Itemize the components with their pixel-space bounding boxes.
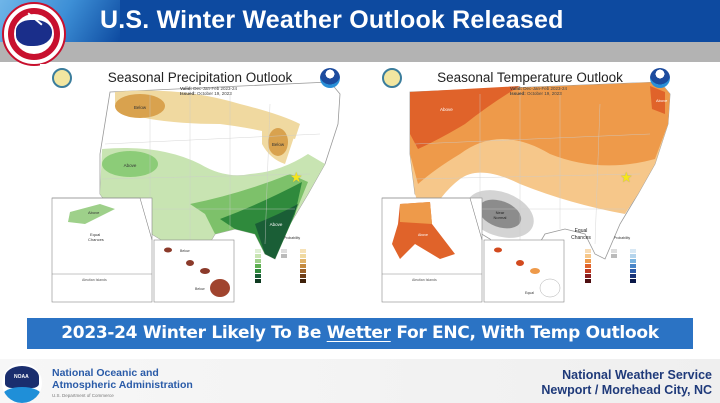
svg-text:Above: Above [270, 222, 283, 227]
precipitation-outlook-panel: Below Below Above Above Above Equal Chan… [40, 64, 360, 312]
enc-star-icon: ★ [290, 169, 303, 185]
header-subband [0, 42, 720, 62]
temperature-valid: Valid: Dec-Jan-Feb 2023-24 Issued: Octob… [510, 86, 568, 96]
svg-text:Above: Above [88, 210, 100, 215]
noaa-logo-icon [650, 68, 670, 88]
svg-text:Equal: Equal [575, 228, 588, 234]
svg-text:Above: Above [418, 233, 428, 237]
doc-seal-icon [52, 68, 72, 88]
summary-banner: 2023-24 Winter Likely To Be Wetter For E… [27, 318, 693, 374]
svg-text:Chances: Chances [88, 237, 104, 242]
svg-text:Above: Above [440, 107, 453, 112]
noaa-dept: U.S. Department of Commerce [52, 393, 114, 398]
doc-seal-icon [382, 68, 402, 88]
header-band: U.S. Winter Weather Outlook Released [0, 0, 720, 42]
svg-text:Aleutian Islands: Aleutian Islands [82, 278, 107, 282]
precipitation-map: Below Below Above Above Above Equal Chan… [51, 81, 341, 303]
svg-text:Probability: Probability [284, 236, 301, 240]
svg-text:Above: Above [656, 98, 668, 103]
svg-text:Below: Below [134, 105, 147, 110]
noaa-name: National Oceanic and Atmospheric Adminis… [52, 367, 193, 391]
svg-text:Chances: Chances [571, 235, 591, 241]
svg-text:Below: Below [195, 287, 205, 291]
nws-office-name: National Weather Service Newport / Moreh… [541, 368, 712, 397]
noaa-logo-icon: NOAA [2, 363, 42, 403]
svg-text:Aleutian Islands: Aleutian Islands [412, 278, 437, 282]
footer-band [0, 359, 720, 403]
svg-text:Above: Above [124, 163, 137, 168]
svg-text:Equal: Equal [90, 232, 100, 237]
enc-star-icon: ★ [620, 169, 633, 185]
page-title: U.S. Winter Weather Outlook Released [100, 6, 564, 34]
svg-text:Probability: Probability [614, 236, 631, 240]
svg-text:Normal: Normal [494, 215, 507, 220]
svg-text:Below: Below [272, 142, 285, 147]
nws-logo-icon [2, 2, 66, 66]
precipitation-valid: Valid: Dec-Jan-Feb 2023-24 Issued: Octob… [180, 86, 238, 96]
temperature-title: Seasonal Temperature Outlook [437, 70, 623, 85]
svg-text:Below: Below [180, 249, 190, 253]
temperature-map: Above Above Near Normal Equal Chances Ab… [381, 81, 671, 303]
temperature-outlook-panel: Above Above Near Normal Equal Chances Ab… [370, 64, 690, 312]
noaa-logo-icon [320, 68, 340, 88]
svg-text:Equal: Equal [525, 291, 534, 295]
svg-text:Near: Near [496, 210, 505, 215]
precipitation-title: Seasonal Precipitation Outlook [107, 70, 293, 85]
